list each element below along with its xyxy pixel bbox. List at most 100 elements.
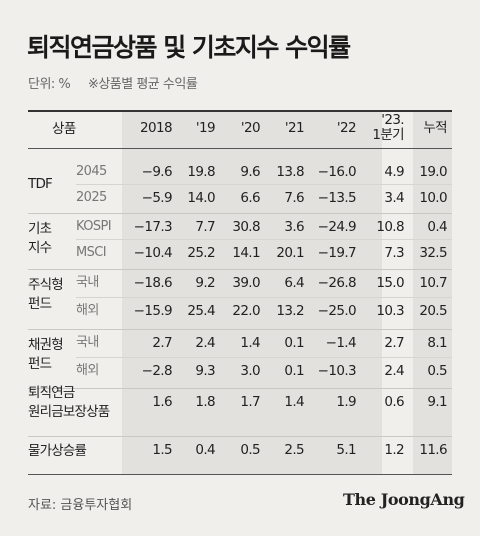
table-cell: 7.6 xyxy=(284,190,304,206)
table-cell: 10.7 xyxy=(419,275,447,291)
group-divider xyxy=(28,388,452,389)
table-cell: 11.6 xyxy=(419,442,447,458)
table-cell: 0.1 xyxy=(284,363,304,379)
table-cell: 0.4 xyxy=(427,219,447,235)
table-cell: 8.1 xyxy=(427,335,447,351)
table-cell: 19.0 xyxy=(419,164,447,180)
corner-header: 상품 xyxy=(52,121,76,137)
table-cell: 0.5 xyxy=(240,442,260,458)
row-subcategory: 해외 xyxy=(76,303,99,318)
table-cell: 9.6 xyxy=(240,164,260,180)
row-category: 물가상승률 xyxy=(28,443,87,459)
row-subcategory: 2025 xyxy=(76,190,107,205)
sub-row-divider xyxy=(76,239,452,240)
row-subcategory: 2045 xyxy=(76,164,107,179)
table-cell: 5.1 xyxy=(336,442,356,458)
table-cell: 7.3 xyxy=(384,245,404,261)
table-cell: 22.0 xyxy=(232,303,260,319)
table-cell: 20.1 xyxy=(276,245,304,261)
table-cell: 13.8 xyxy=(276,164,304,180)
table-cell: 3.4 xyxy=(384,190,404,206)
publisher-logo: The JoongAng xyxy=(343,490,465,509)
row-category: 주식형 펀드 xyxy=(28,277,64,312)
table-cell: −9.6 xyxy=(141,164,173,180)
table-cell: −10.3 xyxy=(317,363,357,379)
table-cell: 1.8 xyxy=(195,394,215,410)
column-header: '20 xyxy=(240,120,261,136)
table-cell: 3.6 xyxy=(284,219,304,235)
group-divider xyxy=(28,269,452,270)
unit-note: 단위: % ※상품별 평균 수익률 xyxy=(28,73,211,92)
table-cell: −10.4 xyxy=(133,245,173,261)
table-top-rule xyxy=(28,110,452,112)
row-subcategory: KOSPI xyxy=(76,219,112,234)
sub-row-divider xyxy=(76,297,452,298)
row-subcategory: 해외 xyxy=(76,363,99,378)
column-band-2018-to-2022 xyxy=(122,112,382,474)
table-cell: 1.4 xyxy=(240,335,260,351)
table-cell: 2.4 xyxy=(195,335,215,351)
column-header: 누적 xyxy=(423,120,447,136)
source-note: 자료: 금융투자협회 xyxy=(28,498,133,513)
column-band-cumulative xyxy=(413,112,452,474)
table-cell: 1.2 xyxy=(384,442,404,458)
sub-row-divider xyxy=(76,357,452,358)
table-cell: 10.0 xyxy=(419,190,447,206)
column-header: 2018 xyxy=(140,120,173,136)
table-cell: 15.0 xyxy=(376,275,404,291)
table-bottom-rule xyxy=(28,474,452,475)
row-subcategory: 국내 xyxy=(76,275,99,290)
table-cell: 13.2 xyxy=(276,303,304,319)
table-cell: 30.8 xyxy=(232,219,260,235)
table-cell: 0.4 xyxy=(195,442,215,458)
table-cell: −18.6 xyxy=(133,275,173,291)
group-divider xyxy=(28,436,452,437)
table-cell: 2.5 xyxy=(284,442,304,458)
table-cell: 2.7 xyxy=(152,335,172,351)
column-header: '19 xyxy=(195,120,216,136)
table-cell: 4.9 xyxy=(384,164,404,180)
table-cell: 0.1 xyxy=(284,335,304,351)
table-cell: 2.7 xyxy=(384,335,404,351)
sub-row-divider xyxy=(76,184,452,185)
table-cell: 6.6 xyxy=(240,190,260,206)
table-cell: 14.0 xyxy=(187,190,215,206)
column-header: '23. 1분기 xyxy=(372,112,404,143)
table-cell: 10.3 xyxy=(376,303,404,319)
table-cell: 39.0 xyxy=(232,275,260,291)
average-note: ※상품별 평균 수익률 xyxy=(87,77,198,92)
row-category: 퇴직연금 원리금보장상품 xyxy=(28,385,110,420)
table-cell: 0.5 xyxy=(427,363,447,379)
table-cell: 7.7 xyxy=(195,219,215,235)
table-cell: 1.5 xyxy=(152,442,172,458)
table-cell: −1.4 xyxy=(325,335,357,351)
table-header-rule xyxy=(28,148,452,149)
table-cell: 25.2 xyxy=(187,245,215,261)
table-cell: 9.2 xyxy=(195,275,215,291)
group-divider xyxy=(28,213,452,214)
table-cell: 14.1 xyxy=(232,245,260,261)
table-cell: −25.0 xyxy=(317,303,357,319)
table-cell: 25.4 xyxy=(187,303,215,319)
unit-label: 단위: % xyxy=(28,77,71,92)
table-cell: −16.0 xyxy=(317,164,357,180)
table-cell: −15.9 xyxy=(133,303,173,319)
table-cell: 3.0 xyxy=(240,363,260,379)
table-cell: 9.1 xyxy=(427,394,447,410)
table-cell: 19.8 xyxy=(187,164,215,180)
table-cell: 6.4 xyxy=(284,275,304,291)
table-cell: −24.9 xyxy=(317,219,357,235)
row-category: 채권형 펀드 xyxy=(28,337,64,372)
table-cell: 1.9 xyxy=(336,394,356,410)
table-cell: −13.5 xyxy=(317,190,357,206)
table-cell: −5.9 xyxy=(141,190,173,206)
table-cell: 1.4 xyxy=(284,394,304,410)
row-subcategory: 국내 xyxy=(76,335,99,350)
table-cell: 32.5 xyxy=(419,245,447,261)
table-cell: −26.8 xyxy=(317,275,357,291)
column-header: '22 xyxy=(336,120,357,136)
table-cell: 1.7 xyxy=(240,394,260,410)
row-category: TDF xyxy=(28,175,53,192)
table-cell: 20.5 xyxy=(419,303,447,319)
table-cell: 0.6 xyxy=(384,394,404,410)
